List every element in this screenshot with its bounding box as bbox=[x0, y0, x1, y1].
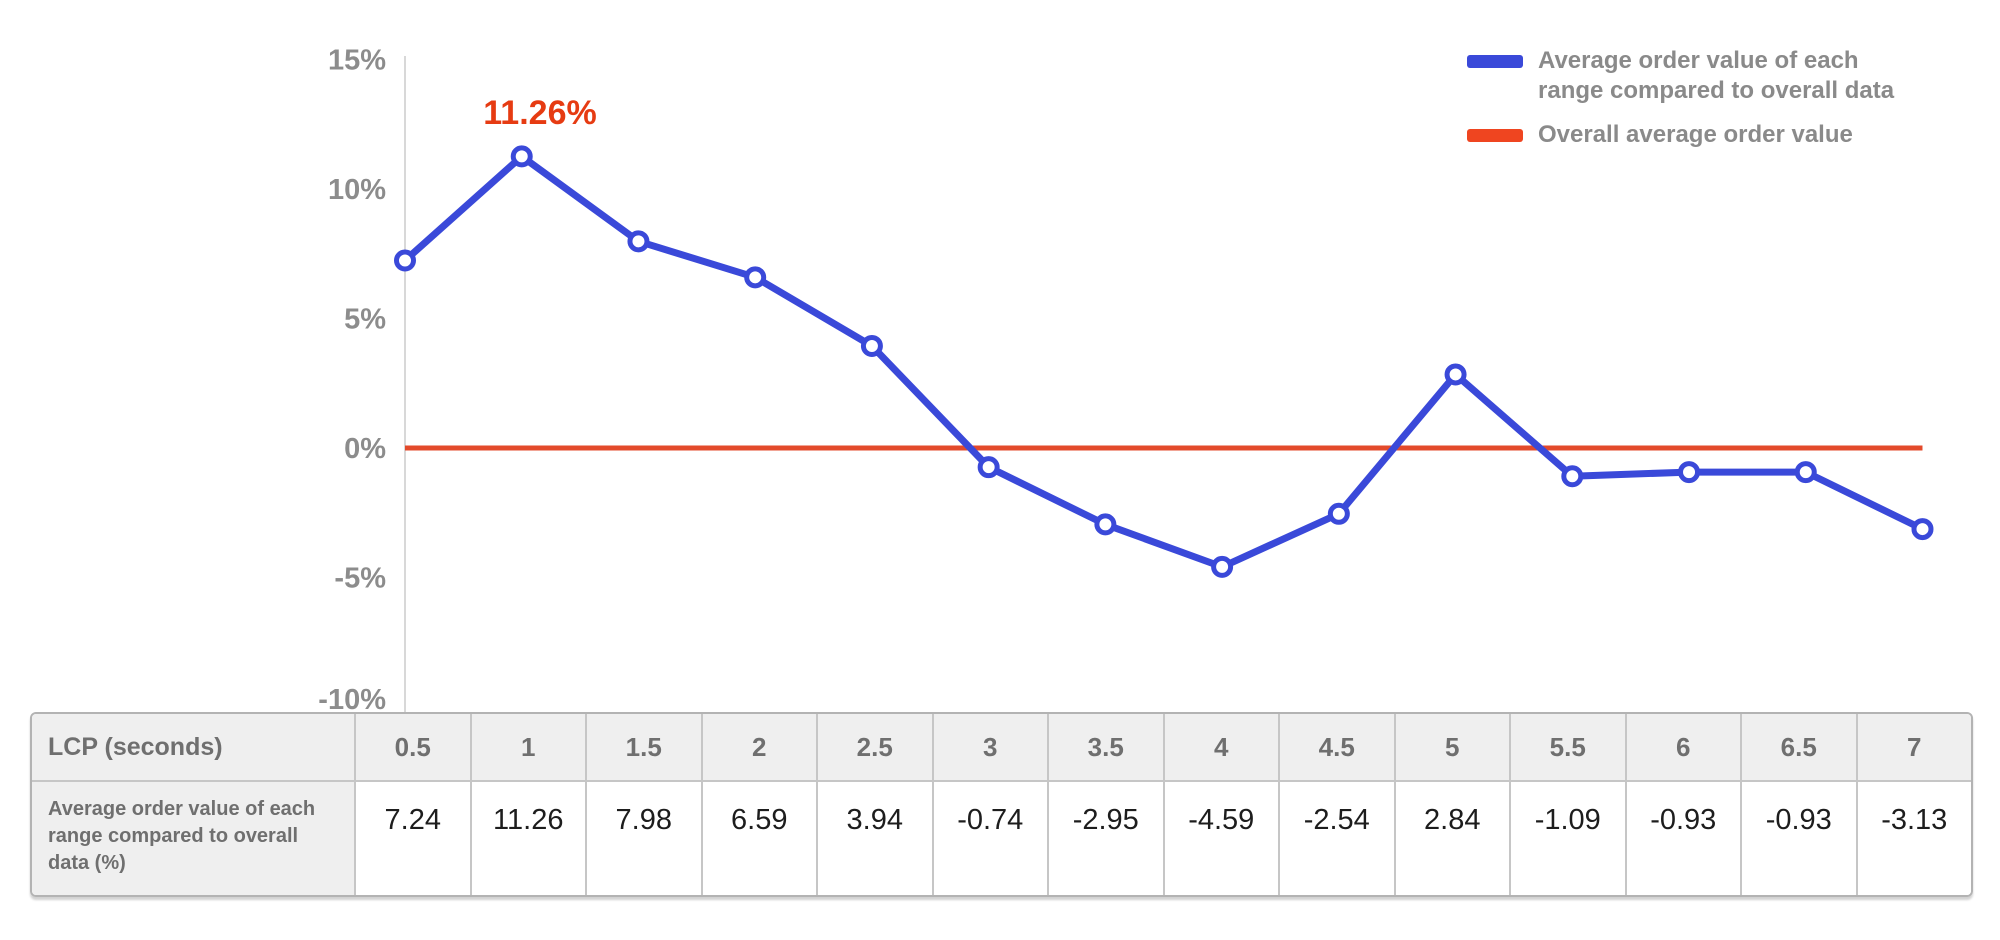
data-point[interactable] bbox=[394, 249, 416, 272]
line-chart-canvas: 15% 10% 5% 0% -5% -10% bbox=[318, 45, 1934, 712]
value-cell: -0.93 bbox=[1740, 780, 1856, 895]
value-cell: -2.95 bbox=[1047, 780, 1163, 895]
data-point[interactable] bbox=[977, 456, 1000, 479]
lcp-column-header: 3 bbox=[931, 714, 1047, 780]
value-cell: -2.54 bbox=[1278, 780, 1394, 895]
legend-label-average-series: Average order value of each range compar… bbox=[1538, 46, 1894, 106]
value-cell: 7.98 bbox=[585, 780, 701, 895]
value-cell: -4.59 bbox=[1162, 780, 1278, 895]
data-point[interactable] bbox=[1561, 465, 1584, 488]
lcp-column-header: 6.5 bbox=[1740, 714, 1856, 780]
data-point[interactable] bbox=[1327, 502, 1350, 525]
legend-label-line1: Average order value of each bbox=[1538, 47, 1859, 74]
y-axis-tick: -5% bbox=[334, 563, 386, 595]
y-axis-tick: 5% bbox=[344, 304, 386, 336]
lcp-column-header: 0.5 bbox=[354, 714, 470, 780]
legend-item-overall-series[interactable]: Overall average order value bbox=[1467, 120, 1894, 150]
value-cell: -3.13 bbox=[1855, 780, 1971, 895]
y-axis-tick: 0% bbox=[344, 433, 386, 465]
data-point[interactable] bbox=[1211, 555, 1234, 578]
table-header-row: LCP (seconds) 0.5 1 1.5 2 2.5 3 3.5 4 4.5 5 5.5 6 6.… bbox=[32, 714, 1971, 780]
data-point[interactable] bbox=[860, 334, 883, 357]
peak-value-annotation: 11.26% bbox=[483, 94, 597, 132]
lcp-column-header: 4.5 bbox=[1278, 714, 1394, 780]
legend-swatch-red bbox=[1467, 129, 1523, 142]
legend-label-overall-series: Overall average order value bbox=[1538, 120, 1853, 150]
table-value-row: Average order value of each range compar… bbox=[32, 780, 1971, 895]
legend-label-line1: Overall average order value bbox=[1538, 121, 1853, 148]
lcp-column-header: 2 bbox=[700, 714, 816, 780]
value-cell: 7.24 bbox=[354, 780, 470, 895]
legend-item-average-series[interactable]: Average order value of each range compar… bbox=[1467, 46, 1894, 106]
data-point[interactable] bbox=[1911, 518, 1934, 541]
lcp-column-header: 5.5 bbox=[1509, 714, 1625, 780]
series-line bbox=[401, 152, 1926, 571]
chart-legend: Average order value of each range compar… bbox=[1467, 46, 1894, 164]
lcp-column-header: 4 bbox=[1162, 714, 1278, 780]
y-axis-tick: 10% bbox=[328, 174, 386, 206]
value-cell: -0.74 bbox=[931, 780, 1047, 895]
value-cell: 11.26 bbox=[469, 780, 585, 895]
data-point[interactable] bbox=[1444, 363, 1467, 386]
legend-swatch-blue bbox=[1467, 55, 1523, 68]
data-point[interactable] bbox=[1678, 461, 1701, 484]
value-cell: 3.94 bbox=[816, 780, 932, 895]
value-cell: 2.84 bbox=[1393, 780, 1509, 895]
y-axis-tick: 15% bbox=[328, 45, 386, 77]
legend-label-line2: range compared to overall data bbox=[1538, 77, 1895, 104]
lcp-column-header: 6 bbox=[1624, 714, 1740, 780]
value-cell: -0.93 bbox=[1624, 780, 1740, 895]
y-axis-tick: -10% bbox=[318, 684, 386, 712]
table-header-label: LCP (seconds) bbox=[32, 714, 354, 780]
value-cell: 6.59 bbox=[700, 780, 816, 895]
data-point[interactable] bbox=[627, 230, 650, 253]
data-point[interactable] bbox=[744, 266, 767, 289]
lcp-column-header: 7 bbox=[1855, 714, 1971, 780]
data-point[interactable] bbox=[510, 145, 533, 168]
lcp-column-header: 1.5 bbox=[585, 714, 701, 780]
data-point[interactable] bbox=[1794, 461, 1817, 484]
data-point[interactable] bbox=[1094, 513, 1117, 536]
value-cell: -1.09 bbox=[1509, 780, 1625, 895]
lcp-column-header: 1 bbox=[469, 714, 585, 780]
lcp-column-header: 2.5 bbox=[816, 714, 932, 780]
lcp-column-header: 3.5 bbox=[1047, 714, 1163, 780]
lcp-column-header: 5 bbox=[1393, 714, 1509, 780]
table-row-label: Average order value of each range compar… bbox=[32, 780, 354, 895]
data-table: LCP (seconds) 0.5 1 1.5 2 2.5 3 3.5 4 4.5 5 5.5 6 6.… bbox=[30, 712, 1973, 897]
